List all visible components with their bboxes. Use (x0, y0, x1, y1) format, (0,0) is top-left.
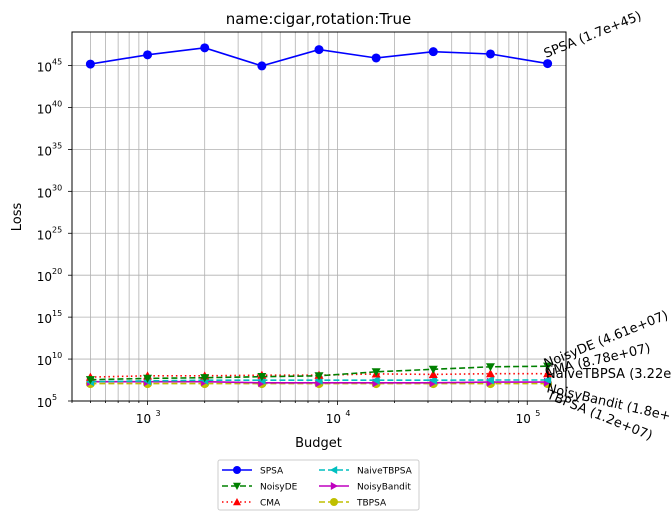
x-tick-label: 10 (516, 412, 531, 426)
data-point (257, 61, 267, 71)
data-point (143, 374, 153, 383)
data-point (233, 498, 241, 506)
legend-label-NoisyBandit: NoisyBandit (357, 483, 411, 493)
y-tick-label: 10 (37, 228, 52, 242)
y-tick-label-exponent: 25 (52, 225, 62, 234)
data-point (371, 53, 381, 63)
end-labels: SPSA (1.7e+45)NoisyDE (4.61e+07)CMA (8.7… (542, 9, 671, 444)
data-point (85, 59, 95, 69)
data-point (485, 49, 495, 59)
legend-label-NaiveTBPSA: NaiveTBPSA (357, 467, 413, 477)
data-point (200, 374, 210, 383)
y-tick-label-exponent: 35 (52, 141, 62, 150)
series-layer (85, 43, 553, 389)
end-label-NaiveTBPSA: NaiveTBPSA (3.22e (546, 367, 671, 382)
y-tick-label: 10 (37, 396, 52, 410)
data-point (314, 372, 324, 381)
y-tick-label: 10 (37, 102, 52, 116)
data-point (371, 375, 380, 385)
x-axis-ticks: 10 3 10 4 10 5 (71, 401, 540, 426)
data-point (543, 375, 552, 385)
legend-label-TBPSA: TBPSA (356, 499, 387, 509)
chart-title: name:cigar,rotation:True (226, 10, 411, 28)
data-point (257, 373, 267, 382)
data-point (233, 482, 241, 490)
y-axis-label: Loss (10, 203, 25, 232)
y-tick-label-exponent: 5 (52, 393, 57, 402)
data-point (143, 50, 153, 60)
data-point (314, 45, 324, 55)
x-tick-label-exponent: 4 (345, 409, 350, 418)
data-point (330, 482, 338, 490)
y-tick-label-exponent: 45 (52, 58, 62, 67)
y-tick-label-exponent: 10 (52, 351, 62, 360)
data-point (543, 59, 553, 69)
legend: SPSA NoisyDE CMA NaiveTBPSA NoisyBandit TBPSA (217, 459, 420, 511)
data-point (428, 365, 438, 374)
grid (71, 32, 566, 402)
legend-box (217, 459, 420, 511)
y-tick-label-exponent: 30 (52, 183, 62, 192)
y-tick-label-exponent: 40 (52, 99, 62, 108)
data-point (371, 368, 381, 377)
y-tick-label: 10 (37, 144, 52, 158)
y-tick-label: 10 (37, 312, 52, 326)
data-point (543, 369, 553, 378)
data-point (330, 466, 338, 474)
data-point (233, 466, 241, 474)
end-label-SPSA: SPSA (1.7e+45) (542, 9, 644, 62)
series-NoisyDE (85, 362, 553, 385)
data-point (428, 369, 438, 378)
data-point (485, 363, 495, 372)
x-tick-label: 10 (136, 412, 151, 426)
legend-label-SPSA: SPSA (260, 467, 284, 477)
y-tick-label: 10 (37, 270, 52, 284)
data-point (485, 375, 495, 385)
y-tick-label: 10 (37, 354, 52, 368)
data-point (543, 362, 553, 371)
y-tick-label-exponent: 20 (52, 267, 62, 276)
x-tick-label-exponent: 5 (535, 409, 540, 418)
series-SPSA (85, 43, 553, 71)
legend-label-CMA: CMA (260, 499, 281, 509)
y-tick-label-exponent: 15 (52, 309, 62, 318)
x-tick-label: 10 (326, 412, 341, 426)
data-point (330, 498, 338, 506)
legend-label-NoisyDE: NoisyDE (260, 483, 298, 493)
y-tick-label: 10 (37, 61, 52, 75)
data-point (428, 375, 437, 385)
data-point (200, 43, 210, 53)
y-tick-label: 10 (37, 186, 52, 200)
data-point (85, 376, 95, 385)
data-point (485, 369, 495, 378)
x-tick-label-exponent: 3 (156, 409, 161, 418)
data-point (428, 47, 438, 57)
x-axis-label: Budget (295, 436, 342, 451)
